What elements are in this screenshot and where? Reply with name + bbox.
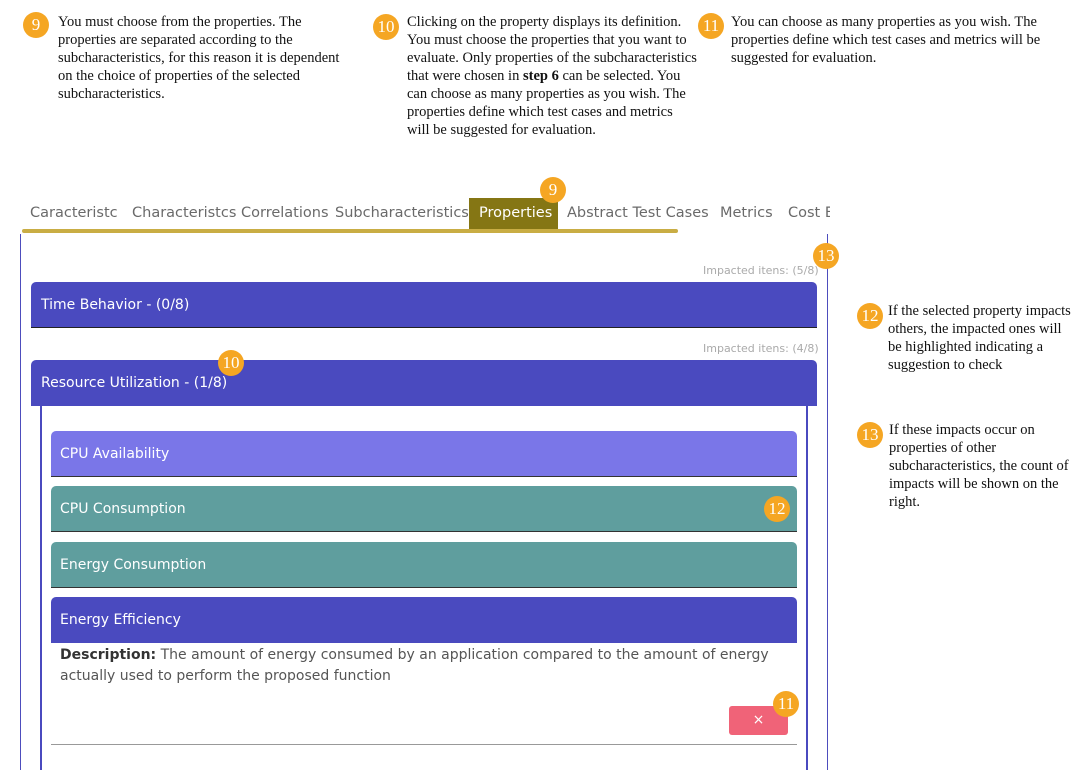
properties-panel: [20, 234, 828, 770]
annotation-badge-13: 13: [857, 422, 883, 448]
group-header-time-behavior[interactable]: Time Behavior - (0/8): [31, 282, 817, 328]
annotation-note-10: Clicking on the property displays its de…: [407, 13, 697, 139]
tab-characteristics-correlations[interactable]: Characteristcs Correlations: [132, 205, 329, 221]
annotation-badge-10: 10: [373, 14, 399, 40]
note-10-text-b: can be selected. You can choose as many …: [407, 68, 686, 138]
property-divider: [51, 587, 797, 588]
property-description: Description: The amount of energy consum…: [60, 645, 780, 687]
tab-bar: Caracteristc Characteristcs Correlations…: [20, 198, 830, 234]
tab-subcharacteristics[interactable]: Subcharacteristics: [335, 205, 469, 221]
tab-cost[interactable]: Cost E: [788, 205, 830, 221]
annotation-note-11: You can choose as many properties as you…: [731, 14, 1041, 66]
tab-metrics[interactable]: Metrics: [720, 205, 773, 221]
note-10-step: step 6: [522, 68, 559, 84]
impacted-count-resource-utilization: Impacted itens: (4/8): [703, 342, 819, 355]
tab-caracteristc[interactable]: Caracteristc: [30, 205, 118, 221]
description-text: The amount of energy consumed by an appl…: [60, 647, 769, 684]
annotation-badge-11: 11: [698, 13, 724, 39]
property-divider: [51, 476, 797, 477]
annotation-badge-9: 9: [23, 12, 49, 38]
description-label: Description:: [60, 647, 157, 663]
property-energy-consumption[interactable]: Energy Consumption: [51, 542, 797, 588]
impacted-count-time-behavior: Impacted itens: (5/8): [703, 264, 819, 277]
tab-underline: [22, 229, 678, 233]
annotation-note-13: If these impacts occur on properties of …: [889, 422, 1069, 510]
tab-abstract-test-cases[interactable]: Abstract Test Cases: [567, 205, 709, 221]
annotation-badge-12-panel: 12: [764, 496, 790, 522]
tab-properties[interactable]: Properties: [469, 198, 558, 229]
property-divider: [51, 531, 797, 532]
annotation-badge-12: 12: [857, 303, 883, 329]
property-cpu-consumption[interactable]: CPU Consumption: [51, 486, 797, 532]
annotation-badge-13-panel: 13: [813, 243, 839, 269]
annotation-note-9: You must choose from the properties. The…: [58, 14, 340, 102]
property-energy-efficiency[interactable]: Energy Efficiency: [51, 597, 797, 643]
group-header-resource-utilization[interactable]: Resource Utilization - (1/8): [31, 360, 817, 406]
property-cpu-availability[interactable]: CPU Availability: [51, 431, 797, 477]
group-divider: [31, 327, 817, 328]
annotation-note-12: If the selected property impacts others,…: [888, 303, 1071, 373]
annotation-badge-11-panel: 11: [773, 691, 799, 717]
note-10-text-a: Clicking on the property displays its de…: [407, 14, 697, 84]
resource-utilization-body: [40, 406, 808, 770]
annotation-badge-9-tab: 9: [540, 177, 566, 203]
annotation-badge-10-panel: 10: [218, 350, 244, 376]
property-bottom-divider: [51, 744, 797, 745]
